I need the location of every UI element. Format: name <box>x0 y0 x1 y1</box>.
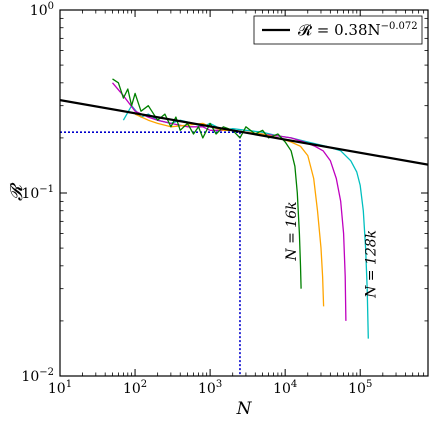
legend-label: 𝓡 = 0.38N−0.072 <box>298 21 418 39</box>
x-tick-label: 103 <box>198 379 222 397</box>
x-tick-label: 102 <box>123 379 147 397</box>
y-axis-label: 𝓡 <box>7 182 27 201</box>
fit-line-group <box>60 98 428 166</box>
x-tick-label: 105 <box>348 379 372 397</box>
legend: 𝓡 = 0.38N−0.072 <box>253 15 423 45</box>
x-axis-label: N <box>236 399 253 419</box>
y-tick-label: 10−1 <box>21 184 54 202</box>
x-tick-label: 104 <box>273 379 297 397</box>
y-tick-label: 100 <box>30 1 54 19</box>
curve-annotation: N = 16k <box>284 201 300 261</box>
reference-lines <box>60 131 241 376</box>
curve-annotation: N = 128k <box>364 230 380 299</box>
fit-line <box>60 98 428 166</box>
x-tick-label: 101 <box>48 379 72 397</box>
series-line-4 <box>112 78 302 289</box>
y-tick-label: 10−2 <box>21 367 54 385</box>
annotations: N = 16k N = 128k <box>284 201 379 299</box>
axes: 101 102 103 104 105 10−2 10−1 100 N 𝓡 <box>7 1 429 419</box>
